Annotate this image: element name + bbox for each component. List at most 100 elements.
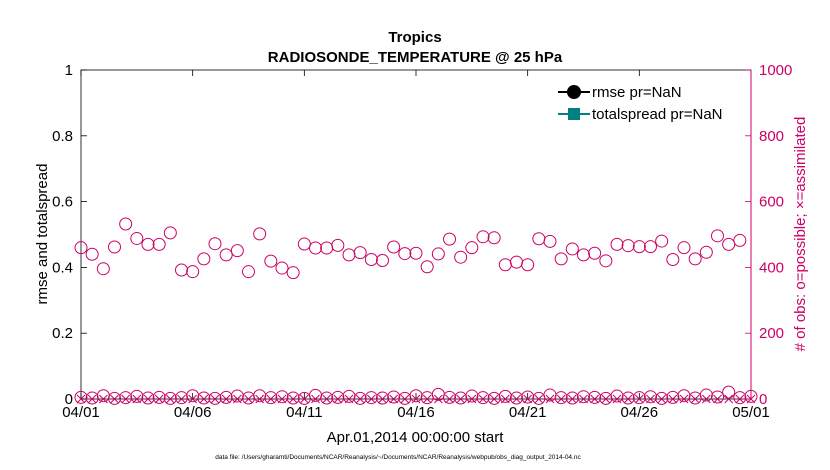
cross-stroke: [366, 394, 376, 404]
possible-obs-marker-low: [163, 391, 177, 405]
assimilated-obs-marker: [98, 394, 108, 404]
x-tick-label: 04/26: [621, 404, 659, 421]
cross-stroke: [433, 394, 443, 404]
legend-rmse-marker: [567, 85, 581, 99]
cross-stroke: [76, 394, 86, 404]
assimilated-obs-marker: [478, 394, 488, 404]
possible-obs-marker: [208, 237, 222, 251]
y-right-tick-label: 400: [759, 259, 784, 276]
x-tick-label: 04/21: [509, 404, 547, 421]
possible-obs-marker: [163, 226, 177, 240]
cross-stroke: [713, 394, 722, 404]
possible-obs-marker: [454, 250, 468, 264]
possible-obs-marker-low: [286, 391, 300, 405]
possible-obs-marker-low: [476, 391, 490, 405]
possible-obs-marker-low: [219, 390, 233, 404]
legend-spread-marker: [568, 108, 580, 120]
assimilated-obs-marker: [400, 394, 410, 404]
y-left-tick-label: 1: [65, 62, 73, 79]
possible-obs-marker: [666, 253, 680, 267]
possible-obs-marker-low: [644, 390, 657, 404]
possible-obs-marker-low: [108, 391, 121, 405]
possible-obs-marker: [353, 246, 367, 260]
cross-stroke: [188, 394, 198, 404]
cross-stroke: [556, 394, 566, 404]
legend: rmse pr=NaN totalspread pr=NaN: [556, 79, 741, 127]
assimilated-obs-marker: [567, 394, 577, 404]
y-right-tick-label: 0: [759, 391, 767, 408]
data-file-footnote: data file: /Users/gharamti/Documents/NCA…: [215, 454, 581, 461]
assimilated-obs-marker: [177, 394, 186, 404]
cross-stroke: [143, 394, 153, 404]
cross-stroke: [634, 394, 644, 404]
y-axis-left-label: rmse and totalspread: [34, 164, 51, 305]
cross-stroke: [266, 394, 276, 404]
cross-stroke: [724, 394, 734, 404]
possible-obs-marker-low: [744, 389, 758, 403]
possible-obs-marker-low: [141, 391, 155, 405]
possible-obs-marker-low: [521, 390, 535, 404]
possible-obs-marker: [498, 258, 512, 272]
assimilated-obs-marker: [165, 394, 175, 404]
possible-obs-marker-low: [85, 391, 99, 405]
possible-obs-marker: [521, 258, 535, 272]
possible-obs-marker: [465, 241, 479, 255]
cross-stroke: [244, 394, 253, 404]
chart-subtitle: RADIOSONDE_TEMPERATURE @ 25 hPa: [268, 49, 563, 66]
y-right-tick-label: 800: [759, 128, 784, 145]
possible-obs-marker: [230, 244, 244, 258]
cross-stroke: [322, 394, 332, 404]
possible-obs-marker-low: [722, 385, 736, 399]
cross-stroke: [467, 394, 477, 404]
assimilated-obs-marker: [366, 394, 376, 404]
y-left-tick-label: 0.8: [52, 128, 73, 145]
cross-stroke: [690, 394, 700, 404]
cross-stroke: [601, 394, 611, 404]
assimilated-obs-marker: [545, 394, 555, 404]
assimilated-obs-marker: [355, 394, 365, 404]
possible-obs-marker-low: [96, 389, 110, 403]
assimilated-obs-marker: [433, 394, 443, 404]
cross-stroke: [355, 394, 365, 404]
possible-obs-marker: [733, 233, 747, 247]
possible-obs-marker: [420, 260, 434, 274]
assimilated-obs-marker: [87, 394, 97, 404]
assimilated-obs-marker: [467, 394, 477, 404]
y-right-tick-label: 600: [759, 194, 784, 211]
cross-stroke: [500, 394, 510, 404]
possible-obs-marker-low: [387, 390, 401, 404]
possible-obs-marker: [722, 237, 736, 251]
possible-obs-marker: [487, 231, 501, 245]
assimilated-obs-marker: [601, 394, 611, 404]
possible-obs-marker: [588, 246, 602, 260]
possible-obs-marker-low: [353, 391, 367, 405]
cross-stroke: [154, 394, 164, 404]
cross-stroke: [646, 394, 655, 404]
assimilated-obs-marker: [277, 394, 287, 404]
assimilated-obs-marker: [288, 394, 298, 404]
assimilated-obs-marker: [634, 394, 644, 404]
possible-obs-marker: [565, 242, 579, 256]
cross-stroke: [121, 394, 131, 404]
assimilated-obs-marker: [579, 394, 588, 404]
possible-obs-marker-low: [632, 391, 646, 405]
cross-stroke: [478, 394, 488, 404]
y-axis-right: 0 200 400 600 800 1000: [745, 62, 792, 408]
possible-obs-marker: [320, 241, 334, 255]
possible-obs-marker: [632, 240, 646, 254]
assimilated-obs-marker: [512, 394, 521, 404]
assimilated-obs-marker: [143, 394, 153, 404]
possible-obs-marker: [621, 239, 635, 253]
cross-stroke: [456, 394, 466, 404]
assimilated-obs-marker: [121, 394, 131, 404]
assimilated-obs-marker: [657, 394, 667, 404]
possible-obs-marker: [85, 247, 99, 261]
cross-stroke: [534, 394, 544, 404]
possible-obs-marker-low: [175, 391, 188, 405]
y-axis-left: 0 0.2 0.4 0.6 0.8 1: [52, 62, 87, 408]
assimilated-obs-marker: [735, 394, 745, 404]
possible-obs-marker-low: [331, 390, 345, 404]
assimilated-obs-marker: [489, 394, 499, 404]
possible-obs-marker-low: [465, 389, 479, 403]
assimilated-obs-marker: [232, 394, 242, 404]
